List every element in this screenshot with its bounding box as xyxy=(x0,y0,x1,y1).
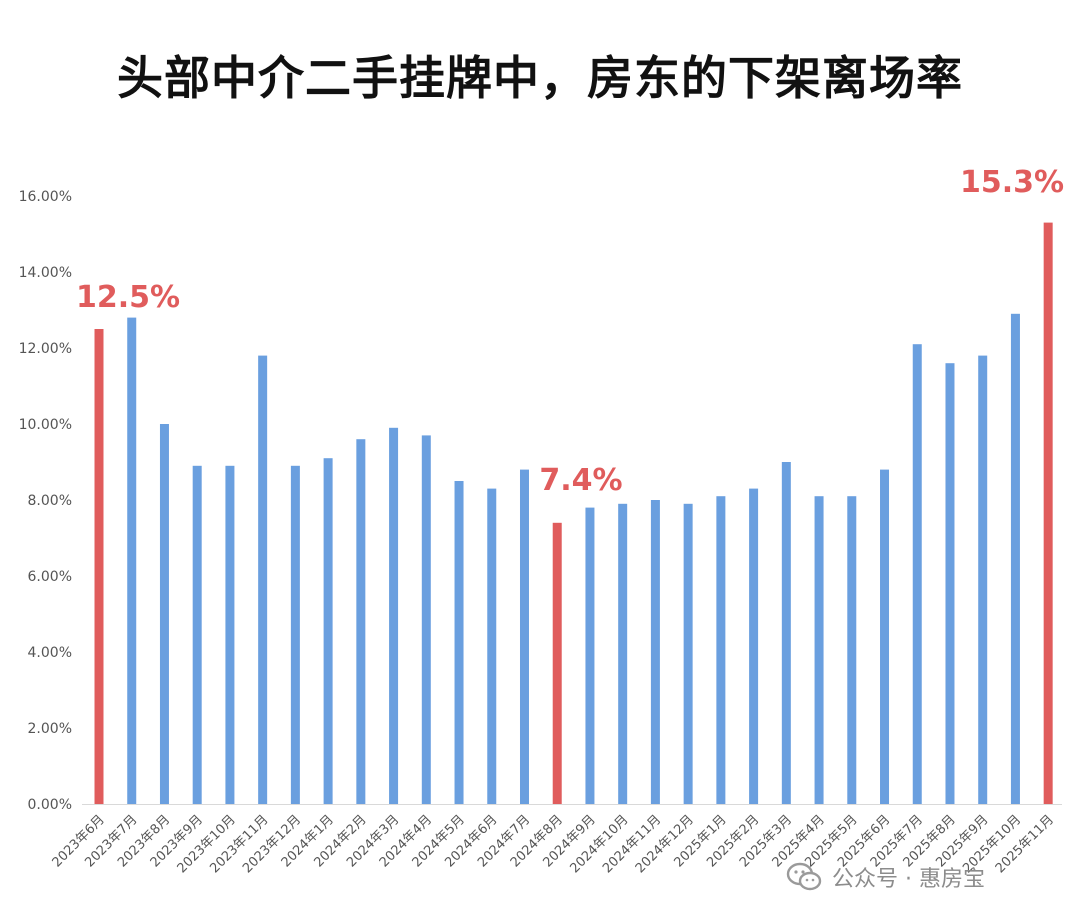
bars xyxy=(94,222,1053,805)
bar xyxy=(650,500,660,804)
bar xyxy=(618,503,628,804)
y-tick-label: 6.00% xyxy=(28,569,72,585)
y-tick-label: 0.00% xyxy=(28,797,72,813)
bar xyxy=(814,496,824,804)
chart-title: 头部中介二手挂牌中，房东的下架离场率 xyxy=(117,51,963,105)
y-tick-label: 4.00% xyxy=(28,645,72,661)
bar xyxy=(781,462,791,804)
bar xyxy=(683,503,693,804)
bar xyxy=(225,465,235,804)
bar xyxy=(585,507,595,804)
highlight-bar xyxy=(1043,222,1053,805)
annotations: 12.5% 7.4% 15.3% xyxy=(76,165,1064,498)
data-label: 7.4% xyxy=(539,463,622,498)
highlight-bar xyxy=(94,329,104,804)
bar xyxy=(192,465,202,804)
bar xyxy=(978,355,988,804)
bar xyxy=(749,488,759,804)
bar xyxy=(847,496,857,804)
highlight-bar xyxy=(552,522,562,804)
bar xyxy=(290,465,300,804)
bar xyxy=(519,469,529,804)
bar xyxy=(945,363,955,804)
data-label: 15.3% xyxy=(960,165,1064,200)
y-tick-label: 14.00% xyxy=(19,265,72,281)
bar xyxy=(421,435,431,804)
wechat-icon xyxy=(786,862,822,891)
watermark-text: 公众号 · 惠房宝 xyxy=(832,867,985,892)
bar xyxy=(159,424,169,804)
bar xyxy=(880,469,890,804)
bar xyxy=(258,355,268,804)
y-tick-label: 16.00% xyxy=(19,189,72,205)
y-tick-label: 12.00% xyxy=(19,341,72,357)
bar xyxy=(716,496,726,804)
data-label: 12.5% xyxy=(76,280,180,315)
bar xyxy=(487,488,497,804)
bar xyxy=(454,481,464,804)
y-tick-label: 8.00% xyxy=(28,493,72,509)
watermark: 公众号 · 惠房宝 xyxy=(786,860,985,894)
bar xyxy=(127,317,137,804)
bar xyxy=(323,458,333,804)
bar xyxy=(389,427,399,804)
y-tick-label: 2.00% xyxy=(28,721,72,737)
y-tick-label: 10.00% xyxy=(19,417,72,433)
bar xyxy=(1010,313,1020,804)
bar xyxy=(356,439,366,804)
y-axis: 0.00% 2.00% 4.00% 6.00% 8.00% 10.00% 12.00% 14.… xyxy=(19,189,72,813)
bar xyxy=(912,344,922,804)
